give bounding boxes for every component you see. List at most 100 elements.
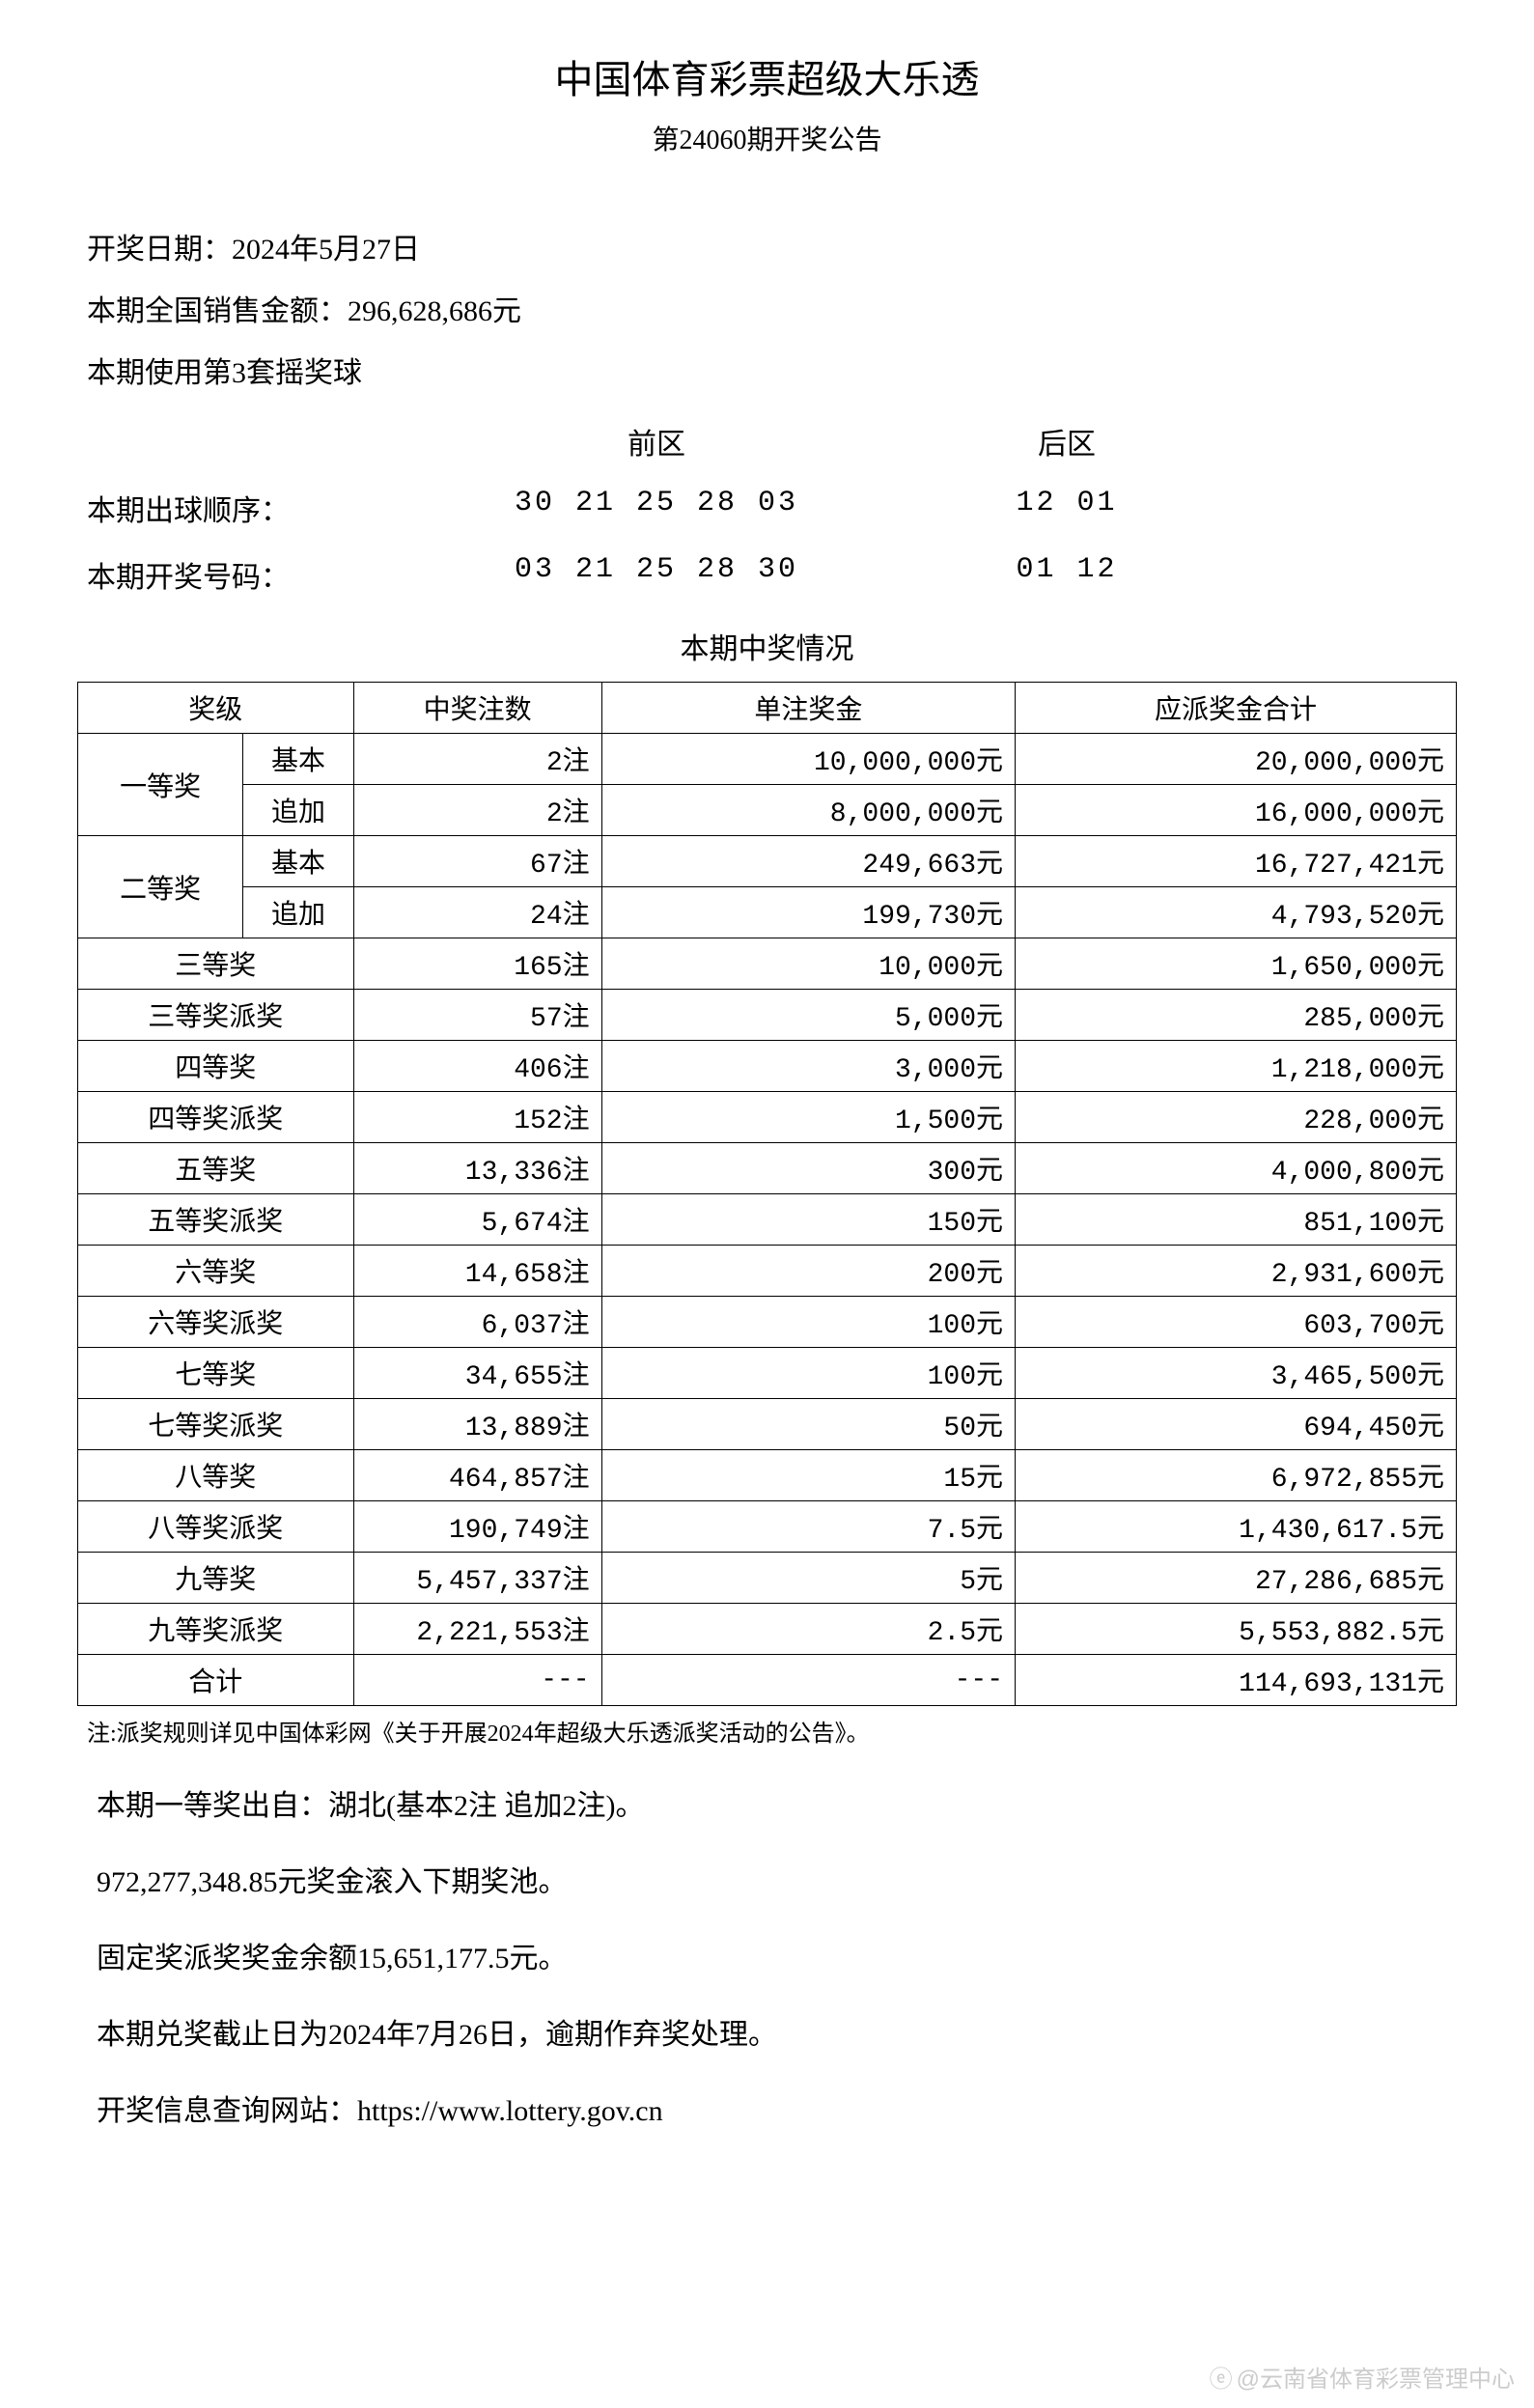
prize-cell: 15元	[601, 1450, 1015, 1501]
header-tier: 奖级	[78, 683, 354, 734]
total-cell: 3,465,500元	[1016, 1348, 1457, 1399]
table-total-row: 合计------114,693,131元	[78, 1655, 1457, 1706]
table-row: 四等奖派奖152注1,500元228,000元	[78, 1092, 1457, 1143]
table-header-row: 奖级 中奖注数 单注奖金 应派奖金合计	[78, 683, 1457, 734]
winners-cell: 13,336注	[353, 1143, 601, 1194]
winners-cell: 57注	[353, 990, 601, 1041]
prize-cell: 3,000元	[601, 1041, 1015, 1092]
watermark-text: @云南省体育彩票管理中心	[1237, 2366, 1515, 2393]
numbers-section: 前区 后区 本期出球顺序： 30 21 25 28 03 12 01 本期开奖号…	[77, 420, 1457, 596]
table-row: 七等奖34,655注100元3,465,500元	[78, 1348, 1457, 1399]
draw-order-row: 本期出球顺序： 30 21 25 28 03 12 01	[77, 487, 1457, 529]
prize-cell: 1,500元	[601, 1092, 1015, 1143]
prize-cell: 300元	[601, 1143, 1015, 1194]
winners-cell: 5,457,337注	[353, 1553, 601, 1604]
prize-table: 奖级 中奖注数 单注奖金 应派奖金合计 一等奖基本2注10,000,000元20…	[77, 682, 1457, 1706]
tier-cell: 八等奖派奖	[78, 1501, 354, 1553]
footer-line-3: 固定奖派奖奖金余额15,651,177.5元。	[77, 1934, 1457, 1976]
total-cell: 228,000元	[1016, 1092, 1457, 1143]
total-cell: 5,553,882.5元	[1016, 1604, 1457, 1655]
total-cell: 16,000,000元	[1016, 785, 1457, 836]
winners-cell: 190,749注	[353, 1501, 601, 1553]
draw-order-label: 本期出球顺序：	[77, 487, 415, 529]
front-area-label: 前区	[415, 420, 898, 462]
tier-cell: 七等奖	[78, 1348, 354, 1399]
prize-cell: 10,000,000元	[601, 734, 1015, 785]
tier-cell: 四等奖	[78, 1041, 354, 1092]
prize-cell: 50元	[601, 1399, 1015, 1450]
total-cell: 1,650,000元	[1016, 938, 1457, 990]
table-row: 三等奖165注10,000元1,650,000元	[78, 938, 1457, 990]
sales-amount: 本期全国销售金额：296,628,686元	[77, 287, 1457, 329]
ball-set: 本期使用第3套摇奖球	[77, 349, 1457, 391]
numbers-header: 前区 后区	[77, 420, 1457, 462]
tier-cell: 一等奖	[78, 734, 243, 836]
table-row: 一等奖基本2注10,000,000元20,000,000元	[78, 734, 1457, 785]
prize-cell: 199,730元	[601, 887, 1015, 938]
winners-cell: 67注	[353, 836, 601, 887]
footer-line-2: 972,277,348.85元奖金滚入下期奖池。	[77, 1858, 1457, 1900]
tier-cell: 九等奖	[78, 1553, 354, 1604]
winners-cell: 2注	[353, 785, 601, 836]
tier-cell: 六等奖	[78, 1246, 354, 1297]
prize-cell: 100元	[601, 1348, 1015, 1399]
note: 注:派奖规则详见中国体彩网《关于开展2024年超级大乐透派奖活动的公告》。	[77, 1714, 1457, 1748]
winners-cell: 406注	[353, 1041, 601, 1092]
prize-cell: 100元	[601, 1297, 1015, 1348]
table-row: 追加2注8,000,000元16,000,000元	[78, 785, 1457, 836]
winners-cell: 5,674注	[353, 1194, 601, 1246]
total-cell: 20,000,000元	[1016, 734, 1457, 785]
tier-cell: 七等奖派奖	[78, 1399, 354, 1450]
winners-cell: 13,889注	[353, 1399, 601, 1450]
tier-cell: 四等奖派奖	[78, 1092, 354, 1143]
subtier-cell: 基本	[243, 734, 353, 785]
tier-cell: 三等奖	[78, 938, 354, 990]
table-row: 九等奖5,457,337注5元27,286,685元	[78, 1553, 1457, 1604]
tier-cell: 八等奖	[78, 1450, 354, 1501]
prize-cell: 200元	[601, 1246, 1015, 1297]
subtier-cell: 基本	[243, 836, 353, 887]
footer-line-5: 开奖信息查询网站：https://www.lottery.gov.cn	[77, 2086, 1457, 2129]
winning-label: 本期开奖号码：	[77, 553, 415, 596]
back-area-label: 后区	[898, 420, 1236, 462]
winning-numbers-row: 本期开奖号码： 03 21 25 28 30 01 12	[77, 553, 1457, 596]
prize-cell: 5,000元	[601, 990, 1015, 1041]
page-title: 中国体育彩票超级大乐透	[77, 48, 1457, 104]
winners-cell: 2注	[353, 734, 601, 785]
total-cell: 114,693,131元	[1016, 1655, 1457, 1706]
total-cell: 27,286,685元	[1016, 1553, 1457, 1604]
header-prize: 单注奖金	[601, 683, 1015, 734]
draw-order-front: 30 21 25 28 03	[415, 487, 898, 529]
table-row: 六等奖派奖6,037注100元603,700元	[78, 1297, 1457, 1348]
subtier-cell: 追加	[243, 785, 353, 836]
watermark: ⓔ@云南省体育彩票管理中心	[1210, 2360, 1515, 2394]
winners-cell: 14,658注	[353, 1246, 601, 1297]
table-row: 八等奖464,857注15元6,972,855元	[78, 1450, 1457, 1501]
table-row: 五等奖13,336注300元4,000,800元	[78, 1143, 1457, 1194]
total-cell: 2,931,600元	[1016, 1246, 1457, 1297]
winners-cell: 464,857注	[353, 1450, 601, 1501]
total-cell: 1,430,617.5元	[1016, 1501, 1457, 1553]
tier-cell: 九等奖派奖	[78, 1604, 354, 1655]
subtier-cell: 追加	[243, 887, 353, 938]
winning-back: 01 12	[898, 553, 1236, 596]
table-row: 四等奖406注3,000元1,218,000元	[78, 1041, 1457, 1092]
prize-cell: 249,663元	[601, 836, 1015, 887]
prize-cell: 5元	[601, 1553, 1015, 1604]
prize-cell: 8,000,000元	[601, 785, 1015, 836]
total-cell: 694,450元	[1016, 1399, 1457, 1450]
table-row: 七等奖派奖13,889注50元694,450元	[78, 1399, 1457, 1450]
total-cell: 285,000元	[1016, 990, 1457, 1041]
winners-cell: 165注	[353, 938, 601, 990]
header-winners: 中奖注数	[353, 683, 601, 734]
table-row: 六等奖14,658注200元2,931,600元	[78, 1246, 1457, 1297]
tier-cell: 合计	[78, 1655, 354, 1706]
total-cell: 6,972,855元	[1016, 1450, 1457, 1501]
prize-cell: 7.5元	[601, 1501, 1015, 1553]
weibo-icon: ⓔ	[1210, 2360, 1233, 2394]
prize-cell: 2.5元	[601, 1604, 1015, 1655]
footer-line-1: 本期一等奖出自：湖北(基本2注 追加2注)。	[77, 1781, 1457, 1824]
draw-date: 开奖日期：2024年5月27日	[77, 225, 1457, 267]
tier-cell: 二等奖	[78, 836, 243, 938]
tier-cell: 三等奖派奖	[78, 990, 354, 1041]
